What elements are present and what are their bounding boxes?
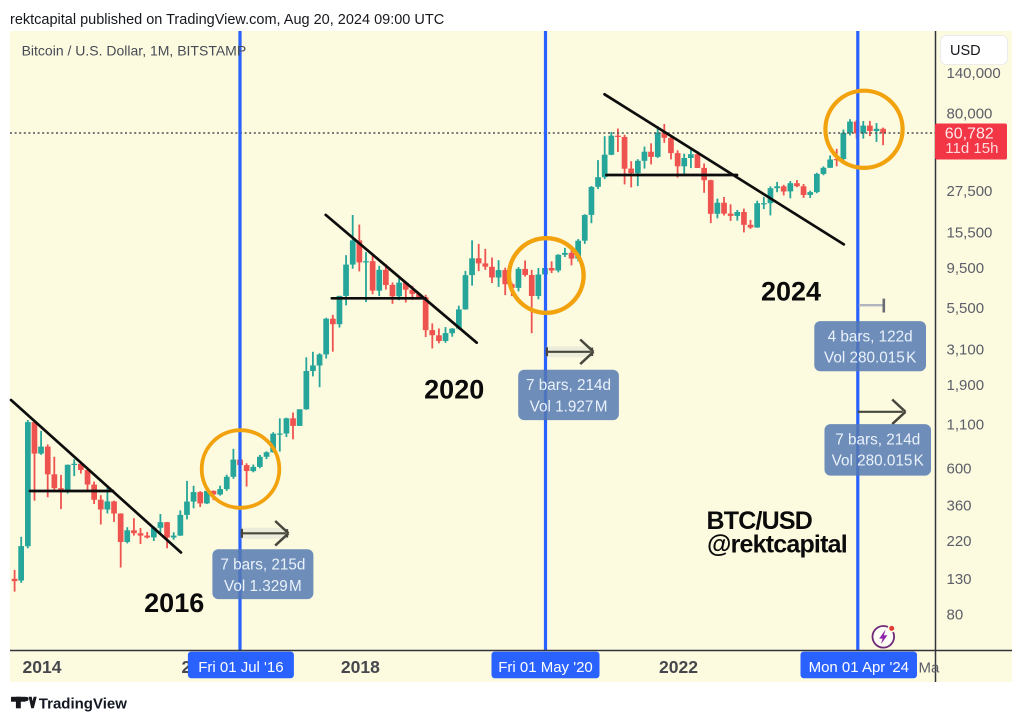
svg-text:Mon 01 Apr '24: Mon 01 Apr '24	[809, 659, 909, 676]
svg-text:Fri 01 Jul '16: Fri 01 Jul '16	[198, 659, 283, 676]
svg-text:Vol 1.329 M: Vol 1.329 M	[224, 578, 302, 595]
svg-text:2016: 2016	[144, 588, 204, 618]
svg-text:80,000: 80,000	[947, 106, 993, 123]
svg-text:Fri 01 May '20: Fri 01 May '20	[498, 659, 593, 676]
svg-text:4 bars, 122d: 4 bars, 122d	[828, 328, 913, 345]
svg-text:Ma: Ma	[919, 660, 940, 677]
svg-text:Vol 280.015 K: Vol 280.015 K	[832, 453, 925, 470]
svg-text:rektcapital published on Tradi: rektcapital published on TradingView.com…	[10, 12, 444, 28]
svg-text:2024: 2024	[761, 277, 821, 307]
svg-text:60,782: 60,782	[945, 126, 994, 143]
svg-text:140,000: 140,000	[947, 65, 1001, 82]
svg-text:2014: 2014	[23, 657, 62, 677]
svg-text:2018: 2018	[341, 657, 380, 677]
svg-text:1,900: 1,900	[947, 377, 985, 394]
svg-text:7 bars, 214d: 7 bars, 214d	[835, 431, 920, 448]
svg-text:80: 80	[947, 606, 964, 623]
svg-text:11d 15h: 11d 15h	[945, 140, 998, 157]
svg-text:130: 130	[947, 571, 972, 588]
svg-text:2022: 2022	[659, 657, 698, 677]
svg-text:Vol 280.015 K: Vol 280.015 K	[824, 350, 917, 367]
svg-text:5,500: 5,500	[947, 300, 985, 317]
svg-text:7 bars, 214d: 7 bars, 214d	[526, 377, 611, 394]
svg-text:360: 360	[947, 497, 972, 514]
svg-text:9,500: 9,500	[947, 260, 985, 277]
svg-text:USD: USD	[950, 43, 981, 59]
svg-text:1,100: 1,100	[947, 416, 985, 433]
svg-text:Vol 1.927 M: Vol 1.927 M	[530, 398, 608, 415]
svg-text:Bitcoin / U.S. Dollar, 1M, BIT: Bitcoin / U.S. Dollar, 1M, BITSTAMP	[22, 43, 247, 59]
svg-text:TradingView: TradingView	[39, 695, 127, 712]
svg-text:7 bars, 215d: 7 bars, 215d	[220, 557, 305, 574]
svg-text:BTC/USD: BTC/USD	[707, 507, 813, 535]
svg-text:3,100: 3,100	[947, 341, 985, 358]
svg-text:@rektcapital: @rektcapital	[707, 531, 847, 559]
svg-text:2020: 2020	[424, 375, 484, 405]
svg-text:15,500: 15,500	[947, 225, 993, 242]
svg-text:600: 600	[947, 460, 972, 477]
svg-text:27,500: 27,500	[947, 183, 993, 200]
svg-text:220: 220	[947, 533, 972, 550]
